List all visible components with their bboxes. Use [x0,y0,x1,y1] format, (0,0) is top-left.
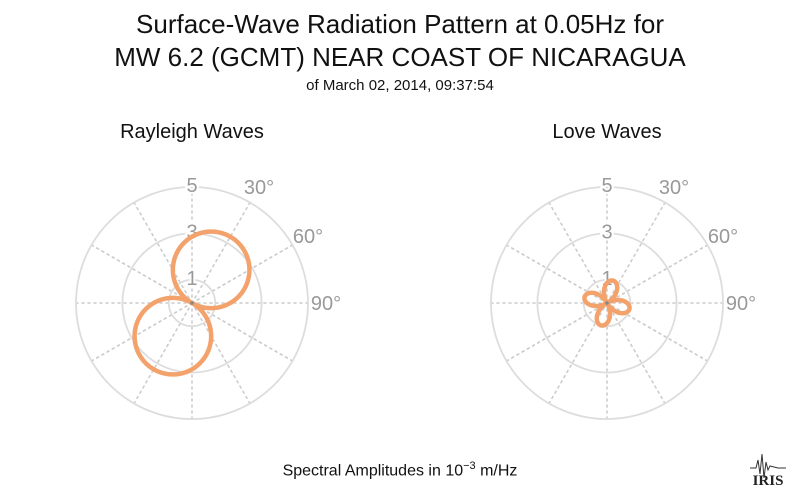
r-tick-label: 3 [601,221,612,243]
angular-gridline [505,302,608,362]
chart-subtitle: of March 02, 2014, 09:37:54 [306,77,494,94]
radial-gridline [75,186,309,420]
units-prefix: Spectral Amplitudes in [282,462,446,480]
chart-title-line1: Surface-Wave Radiation Pattern at 0.05Hz… [136,9,664,39]
radial-gridline [121,232,263,374]
angular-gridline [191,244,294,304]
angular-gridline [90,302,193,362]
angular-gridline [90,244,193,304]
angular-gridline [191,201,251,304]
radial-gridline [490,186,724,420]
r-tick-label: 5 [186,175,197,197]
panel-title: Love Waves [552,121,661,143]
angular-gridline [606,244,709,304]
angular-gridline [133,201,193,304]
units-base: 10 [445,462,464,480]
chart-title-line2: MW 6.2 (GCMT) NEAR COAST OF NICARAGUA [114,42,686,72]
theta-tick-label: 60° [708,226,738,248]
angular-gridline [548,201,608,304]
radial-gridline [582,278,632,328]
iris-logo: IRIS [744,452,792,489]
radial-gridline [536,232,678,374]
angular-gridline [191,302,294,362]
r-tick-label: 5 [601,175,612,197]
angular-gridline [133,302,193,405]
theta-tick-label: 60° [293,226,323,248]
angular-gridline [606,302,666,405]
angular-gridline [191,302,251,405]
units-exponent: −3 [463,460,476,472]
theta-tick-label: 90° [311,293,341,315]
radial-gridline [167,278,217,328]
logo-text: IRIS [753,473,784,488]
theta-tick-label: 30° [244,177,274,199]
center-point [190,301,194,305]
r-tick-label: 1 [186,268,197,290]
theta-tick-label: 30° [659,177,689,199]
panel-title: Rayleigh Waves [120,121,264,143]
units-unit: m/Hz [475,462,518,480]
center-point [605,301,609,305]
theta-tick-label: 90° [726,293,756,315]
amplitude-units-label: Spectral Amplitudes in 10−3 m/Hz [0,455,800,482]
